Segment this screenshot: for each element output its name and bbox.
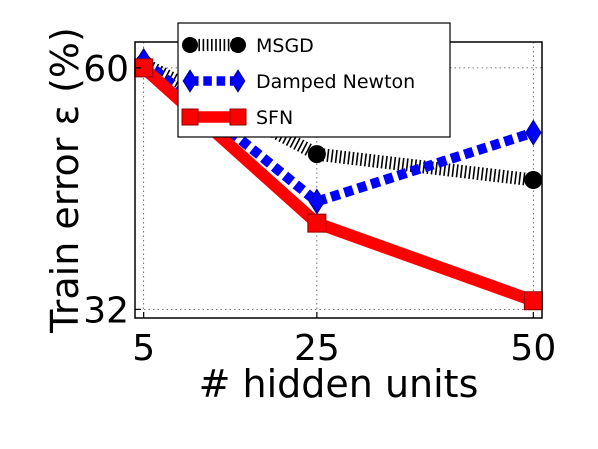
- point-diamond: [230, 69, 246, 93]
- legend-label: MSGD: [256, 35, 314, 57]
- legend-entry: Damped Newton: [182, 69, 415, 93]
- legend-entry: SFN: [181, 107, 293, 129]
- x-tick-label: 25: [294, 328, 340, 369]
- point-circle: [307, 145, 326, 164]
- series-line: [140, 57, 535, 187]
- y-tick-label: 32: [83, 290, 129, 331]
- x-tick-label: 5: [132, 328, 155, 369]
- legend-label: Damped Newton: [256, 71, 415, 93]
- ticks: 5 25 50 32 60: [83, 49, 556, 369]
- legend: MSGD Damped Newton SFN: [177, 22, 451, 138]
- point-square: [229, 108, 247, 126]
- point-circle: [230, 37, 246, 53]
- point-circle: [524, 171, 543, 189]
- x-tick-label: 50: [510, 328, 556, 369]
- y-axis-label: Train error ε (%): [43, 27, 87, 334]
- point-square: [307, 213, 327, 233]
- point-diamond: [182, 69, 198, 93]
- legend-label: SFN: [256, 107, 293, 129]
- legend-entry: MSGD: [182, 35, 314, 57]
- point-square: [523, 291, 543, 311]
- x-axis-label: # hidden units: [199, 362, 479, 406]
- point-diamond: [525, 119, 542, 146]
- y-tick-label: 60: [83, 49, 129, 90]
- point-circle: [182, 37, 198, 53]
- point-square: [181, 108, 199, 126]
